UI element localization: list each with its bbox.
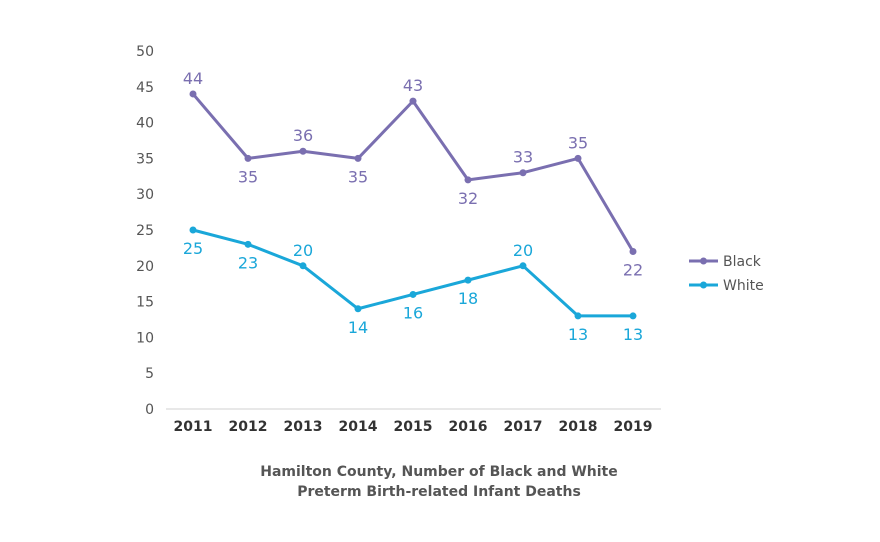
data-label: 36 [293, 126, 313, 145]
legend-marker [700, 257, 707, 265]
data-label: 14 [348, 318, 368, 337]
data-label: 35 [348, 167, 368, 186]
y-tick-label: 5 [145, 366, 154, 382]
data-point [354, 305, 362, 313]
series-black: 44 35 36 35 43 32 33 35 22 [183, 69, 643, 280]
data-label: 35 [568, 133, 588, 152]
data-label: 33 [513, 148, 533, 167]
chart-title-line-2: Preterm Birth-related Infant Deaths [297, 484, 581, 500]
data-point [299, 147, 307, 155]
data-label: 35 [238, 167, 258, 186]
legend-marker [700, 281, 707, 289]
data-point [574, 312, 582, 320]
x-tick-label: 2013 [284, 419, 323, 435]
x-axis: 2011 2012 2013 2014 2015 2016 2017 2018 2019 [166, 408, 661, 435]
y-tick-label: 15 [136, 295, 154, 311]
x-tick-label: 2019 [614, 419, 653, 435]
x-tick-label: 2015 [394, 419, 433, 435]
data-point [409, 290, 417, 298]
x-tick-label: 2014 [339, 419, 378, 435]
data-label: 32 [458, 189, 478, 208]
x-tick-label: 2011 [174, 419, 213, 435]
y-tick-label: 0 [145, 402, 154, 418]
data-label: 18 [458, 289, 478, 308]
legend-item-black: Black [689, 254, 762, 270]
y-tick-label: 25 [136, 223, 154, 239]
legend-item-white: White [689, 278, 764, 294]
data-label: 20 [513, 241, 533, 260]
y-tick-label: 40 [136, 116, 154, 132]
y-tick-label: 35 [136, 151, 154, 167]
data-point [574, 154, 582, 162]
data-label: 13 [623, 325, 643, 344]
x-tick-label: 2018 [559, 419, 598, 435]
data-label: 25 [183, 239, 203, 258]
data-point [629, 312, 637, 320]
data-label: 23 [238, 253, 258, 272]
data-point [189, 90, 197, 98]
data-point [244, 240, 252, 248]
y-tick-label: 10 [136, 330, 154, 346]
data-point [464, 176, 472, 184]
series-white: 25 23 20 14 16 18 20 13 13 [183, 226, 643, 344]
y-tick-label: 20 [136, 259, 154, 275]
data-point [299, 262, 307, 270]
y-tick-label: 30 [136, 187, 154, 203]
data-label: 13 [568, 325, 588, 344]
legend: Black White [689, 254, 764, 294]
legend-label: White [723, 278, 764, 294]
data-point [519, 169, 527, 177]
x-tick-label: 2017 [504, 419, 543, 435]
series-line [191, 92, 635, 253]
data-point [409, 97, 417, 105]
data-point [244, 154, 252, 162]
y-tick-label: 50 [136, 44, 154, 60]
data-label: 44 [183, 69, 203, 88]
data-point [354, 154, 362, 162]
series-layer: 44 35 36 35 43 32 33 35 22 25 23 20 14 16 18 20 13 13 [183, 69, 643, 344]
data-point [189, 226, 197, 234]
data-label: 20 [293, 241, 313, 260]
x-tick-label: 2016 [449, 419, 488, 435]
chart-title-line-1: Hamilton County, Number of Black and Whi… [260, 464, 618, 480]
data-label: 16 [403, 303, 423, 322]
data-point [519, 262, 527, 270]
data-label: 43 [403, 76, 423, 95]
legend-label: Black [723, 254, 762, 270]
y-tick-label: 45 [136, 80, 154, 96]
x-tick-label: 2012 [229, 419, 268, 435]
data-label: 22 [623, 260, 643, 279]
data-point [629, 247, 637, 255]
data-point [464, 276, 472, 284]
y-axis: 0 5 10 15 20 25 30 35 40 45 50 [136, 44, 154, 418]
